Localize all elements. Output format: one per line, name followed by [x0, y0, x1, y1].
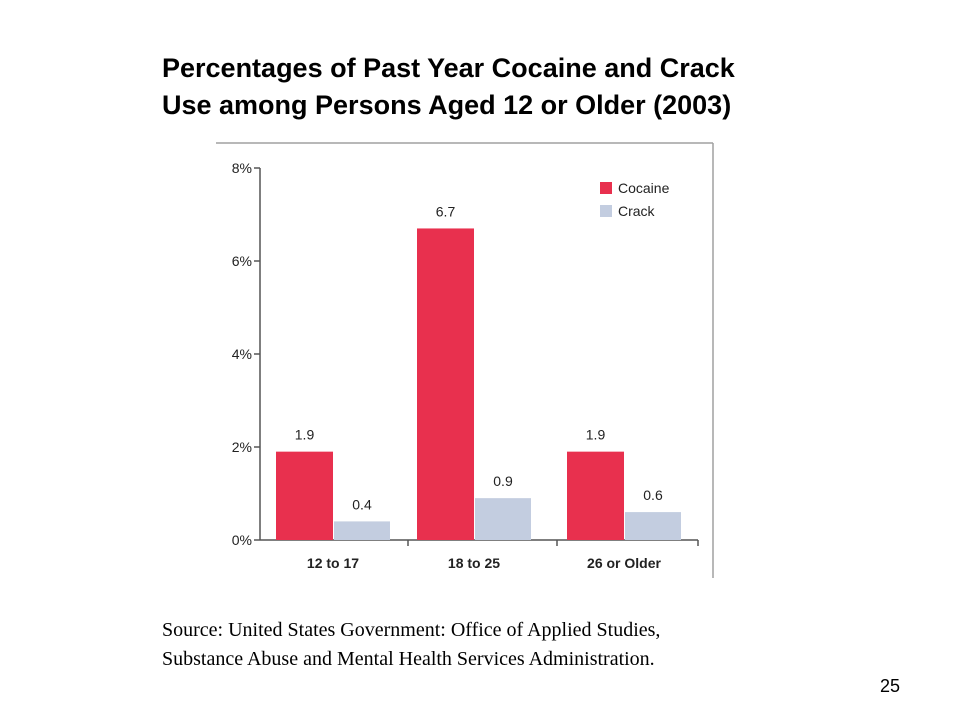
y-tick-label: 6%	[232, 253, 252, 269]
legend-label-crack: Crack	[618, 203, 656, 219]
slide-title: Percentages of Past Year Cocaine and Cra…	[162, 50, 922, 124]
bar-cocaine	[276, 451, 333, 540]
bar-chart-svg: 0% 2% 4% 6% 8% 1.9 0.4 12 to 17 6.7 0.9 18 to 25 1.…	[216, 142, 714, 578]
bar-data-label: 1.9	[586, 427, 606, 443]
y-tick-label: 0%	[232, 532, 252, 548]
bar-data-label: 0.9	[493, 473, 513, 489]
bar-crack	[334, 521, 390, 540]
source-line-1: Source: United States Government: Office…	[162, 619, 661, 641]
x-category-label: 12 to 17	[307, 555, 359, 571]
bar-crack	[625, 512, 681, 540]
legend-swatch-cocaine	[600, 182, 612, 194]
slide-title-line-2: Use among Persons Aged 12 or Older (2003…	[162, 90, 732, 120]
source-line-2: Substance Abuse and Mental Health Servic…	[162, 648, 655, 670]
bar-cocaine	[567, 451, 624, 540]
x-category-label: 26 or Older	[587, 555, 661, 571]
bar-data-label: 0.4	[352, 496, 372, 512]
legend-label-cocaine: Cocaine	[618, 180, 670, 196]
y-tick-label: 2%	[232, 439, 252, 455]
source-note: Source: United States Government: Office…	[162, 616, 882, 674]
legend-swatch-crack	[600, 205, 612, 217]
x-category-label: 18 to 25	[448, 555, 500, 571]
bar-cocaine	[417, 228, 474, 540]
bar-crack	[475, 498, 531, 540]
slide-title-line-1: Percentages of Past Year Cocaine and Cra…	[162, 53, 735, 83]
bar-data-label: 1.9	[295, 427, 315, 443]
bar-chart: 0% 2% 4% 6% 8% 1.9 0.4 12 to 17 6.7 0.9 18 to 25 1.…	[210, 140, 715, 580]
bar-data-label: 6.7	[436, 203, 456, 219]
page-number: 25	[880, 676, 901, 696]
y-tick-label: 8%	[232, 160, 252, 176]
y-tick-label: 4%	[232, 346, 252, 362]
bar-data-label: 0.6	[643, 487, 663, 503]
